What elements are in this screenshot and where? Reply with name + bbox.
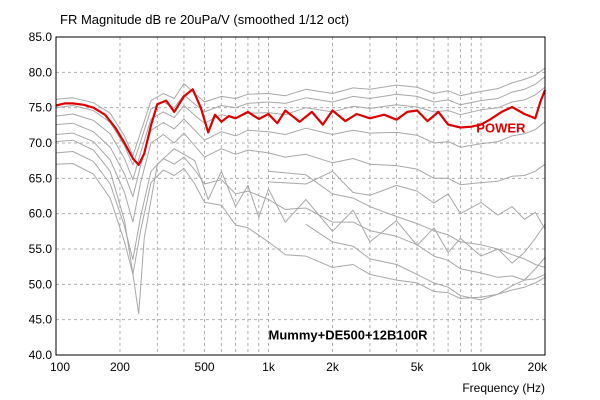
y-tick-label: 85.0: [29, 30, 53, 44]
series-line-8: [55, 163, 546, 299]
x-tick-label: 100: [50, 360, 70, 374]
y-tick-label: 45.0: [29, 313, 53, 327]
x-axis-tick-labels: 100 200 500 1k 2k 5k 10k 20k: [50, 360, 548, 374]
y-tick-label: 70.0: [29, 136, 53, 150]
y-tick-label: 80.0: [29, 65, 53, 79]
y-tick-label: 40.0: [29, 348, 53, 362]
series-line-9: [268, 170, 546, 268]
series-line-6: [55, 139, 546, 315]
series-line-5: [55, 132, 546, 223]
x-tick-label: 20k: [528, 360, 548, 374]
y-tick-label: 65.0: [29, 171, 53, 185]
grid-lines: [56, 37, 545, 355]
x-tick-label: 1k: [262, 360, 276, 374]
series-line-7: [55, 151, 546, 281]
y-tick-label: 60.0: [29, 207, 53, 221]
series-line-4: [55, 118, 546, 198]
speaker-label: Mummy+DE500+12B100R: [269, 327, 429, 342]
power-label: POWER: [476, 120, 526, 135]
series-line-2: [55, 76, 546, 166]
annotations: Mummy+DE500+12B100R POWER: [269, 120, 527, 342]
x-tick-label: 500: [195, 360, 215, 374]
series-line-power: [55, 88, 547, 166]
y-axis-tick-labels: 40.0 45.0 50.0 55.0 60.0 65.0 70.0 75.0 80.0 85.0: [29, 30, 53, 362]
x-axis-label: Frequency (Hz): [462, 381, 545, 395]
chart-title: FR Magnitude dB re 20uPa/V (smoothed 1/1…: [60, 12, 349, 27]
series-line-11: [305, 223, 546, 301]
x-tick-label: 5k: [411, 360, 425, 374]
y-tick-label: 50.0: [29, 277, 53, 291]
series-line-10: [268, 170, 546, 230]
y-tick-label: 75.0: [29, 101, 53, 115]
series-lines: [55, 67, 547, 315]
series-line-1: [55, 67, 546, 157]
y-tick-label: 55.0: [29, 242, 53, 256]
x-tick-label: 10k: [471, 360, 491, 374]
plot-frame: [55, 36, 546, 356]
x-tick-label: 200: [110, 360, 130, 374]
x-tick-label: 2k: [326, 360, 340, 374]
series-line-3: [55, 86, 546, 181]
